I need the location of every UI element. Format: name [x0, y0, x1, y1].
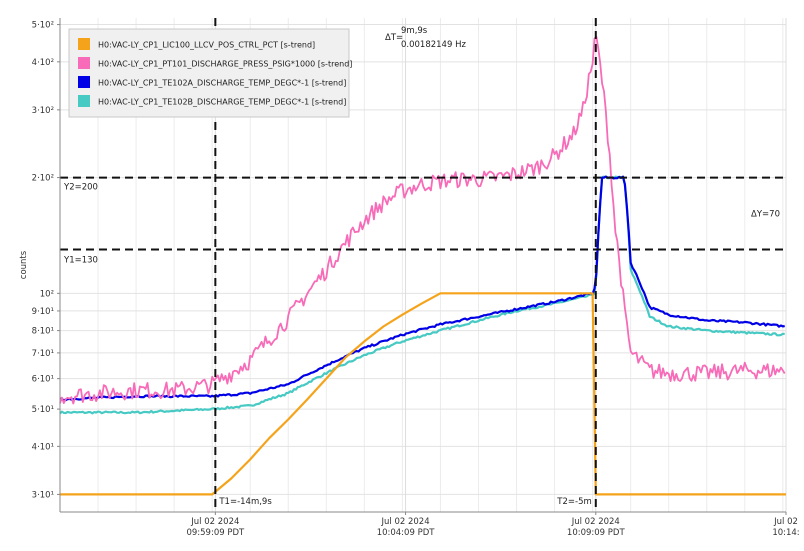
legend-swatch — [78, 76, 90, 88]
x-tick-label: Jul 02 2024 — [571, 517, 620, 527]
cursor-x2-label: T2=-5m — [556, 497, 591, 507]
legend-entry: H0:VAC-LY_CP1_TE102A_DISCHARGE_TEMP_DEGC… — [98, 79, 346, 88]
y-axis-label: counts — [19, 250, 29, 279]
legend-swatch — [78, 57, 90, 69]
y-tick-label: 7·10¹ — [32, 349, 54, 359]
y-tick-label: 2·10² — [32, 174, 54, 184]
axis-layer: 3·10¹ 4·10¹ 5·10¹ 6·10¹ 7·10¹ 8·10¹ 9·10¹ 10² 2·… — [19, 18, 800, 538]
x-tick-label: Jul 02 2024 — [190, 517, 239, 527]
delta-t-frequency: 0.00182149 Hz — [401, 40, 466, 50]
series-line — [60, 292, 786, 496]
y-tick-label: 8·10¹ — [32, 327, 54, 337]
x-tick-label: 09:59:09 PDT — [186, 528, 245, 538]
cursor-y1-label: Y1=130 — [63, 256, 98, 266]
y-tick-label: 9·10¹ — [32, 307, 54, 317]
series-line — [59, 175, 785, 402]
cursor-x1-label: T1=-14m,9s — [218, 497, 272, 507]
y-tick-label: 3·10¹ — [32, 490, 54, 500]
y-tick-label: 10² — [40, 289, 54, 299]
x-tick-label: Jul 02 — [773, 517, 798, 527]
legend-entry: H0:VAC-LY_CP1_LIC100_LLCV_POS_CTRL_PCT [… — [98, 41, 315, 50]
legend-entry: H0:VAC-LY_CP1_PT101_DISCHARGE_PRESS_PSIG… — [98, 60, 352, 69]
x-tick-label: 10:04:09 PDT — [377, 528, 436, 538]
x-tick-label: 10:14: — [772, 528, 799, 538]
y-tick-label: 4·10¹ — [32, 442, 54, 452]
series-line — [59, 175, 785, 415]
y-tick-label: 5·10² — [32, 21, 54, 31]
cursor-y2-label: Y2=200 — [63, 183, 98, 193]
x-tick-label: 10:09:09 PDT — [567, 528, 626, 538]
legend-swatch — [78, 38, 90, 50]
y-tick-label: 6·10¹ — [32, 375, 54, 385]
legend-box — [68, 28, 350, 118]
delta-t-label: ΔT= — [385, 33, 403, 43]
x-tick-label: Jul 02 2024 — [381, 517, 430, 527]
legend[interactable]: H0:VAC-LY_CP1_LIC100_LLCV_POS_CTRL_PCT [… — [68, 28, 352, 118]
y-tick-label: 3·10² — [32, 106, 54, 116]
series-layer — [59, 35, 786, 496]
y-tick-label: 4·10² — [32, 58, 54, 68]
series-line — [59, 35, 786, 405]
delta-t-value: 9m,9s — [401, 26, 428, 36]
y-tick-label: 5·10¹ — [32, 405, 54, 415]
legend-entry: H0:VAC-LY_CP1_TE102B_DISCHARGE_TEMP_DEGC… — [98, 98, 346, 107]
legend-swatch — [78, 95, 90, 107]
delta-y-label: ΔY=70 — [751, 210, 780, 220]
